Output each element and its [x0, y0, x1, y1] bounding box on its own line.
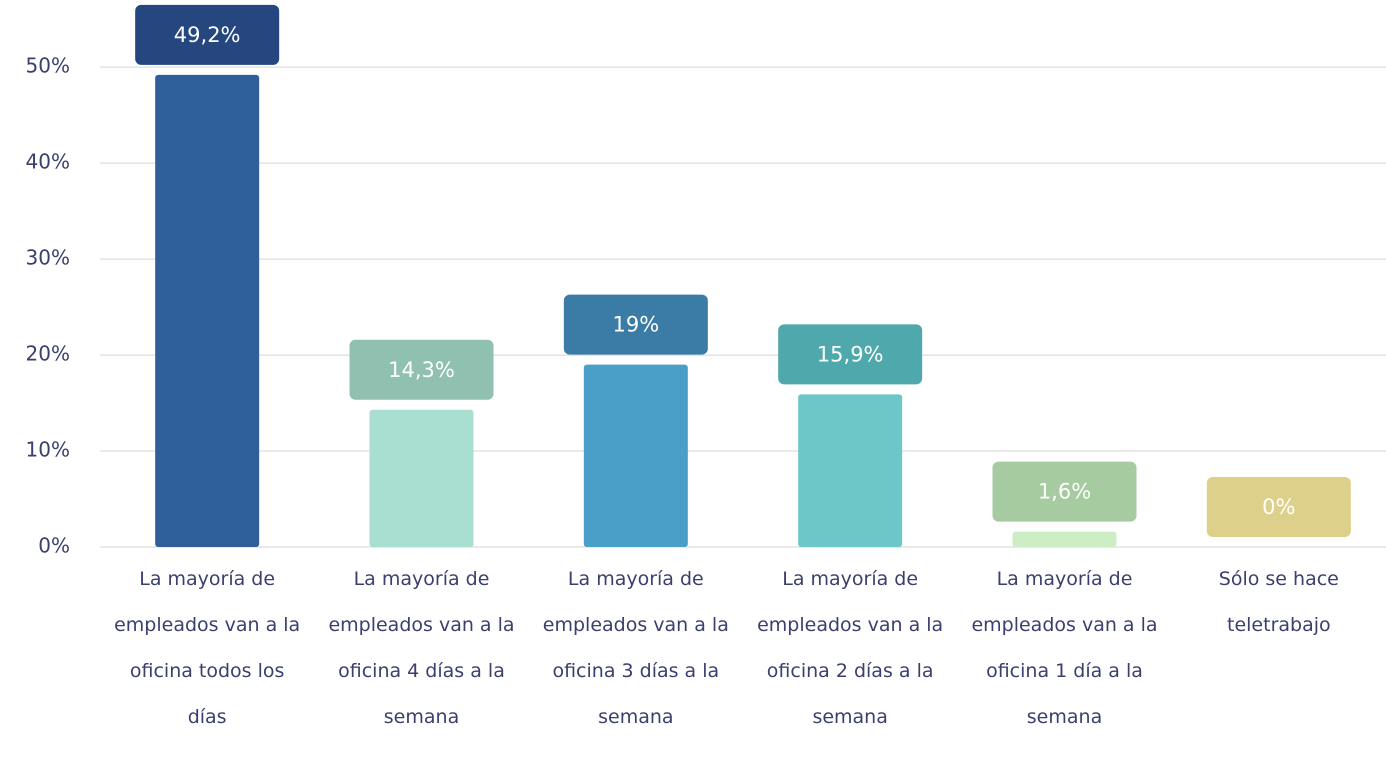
value-label: 49,2%	[174, 23, 241, 47]
bar	[583, 364, 688, 547]
value-label-box	[1206, 477, 1351, 537]
value-label: 1,6%	[1038, 480, 1091, 504]
x-tick-label: La mayoría de empleados van a la oficina…	[114, 568, 301, 728]
value-label-box	[135, 4, 280, 65]
value-label-box	[992, 461, 1137, 522]
value-label: 15,9%	[817, 342, 884, 366]
x-tick-label: La mayoría de empleados van a la oficina…	[971, 568, 1158, 728]
y-tick-label: 20%	[26, 342, 70, 366]
y-tick-label: 50%	[26, 54, 70, 78]
value-label: 19%	[612, 313, 659, 337]
value-label: 14,3%	[388, 358, 455, 382]
x-tick-label: La mayoría de empleados van a la oficina…	[757, 568, 944, 728]
y-tick-label: 10%	[26, 438, 70, 462]
x-tick-label: La mayoría de empleados van a la oficina…	[328, 568, 515, 728]
y-tick-label: 30%	[26, 246, 70, 270]
bar	[798, 394, 903, 547]
y-tick-label: 0%	[38, 534, 70, 558]
bar	[369, 409, 474, 547]
x-tick-label: Sólo se hace teletrabajo	[1218, 568, 1339, 636]
value-label: 0%	[1262, 495, 1295, 519]
bar	[155, 74, 260, 547]
value-label-box	[563, 294, 708, 355]
value-label-box	[778, 324, 923, 385]
value-label-box	[349, 339, 494, 400]
x-tick-label: La mayoría de empleados van a la oficina…	[542, 568, 729, 728]
y-tick-label: 40%	[26, 150, 70, 174]
bar	[1012, 531, 1117, 547]
